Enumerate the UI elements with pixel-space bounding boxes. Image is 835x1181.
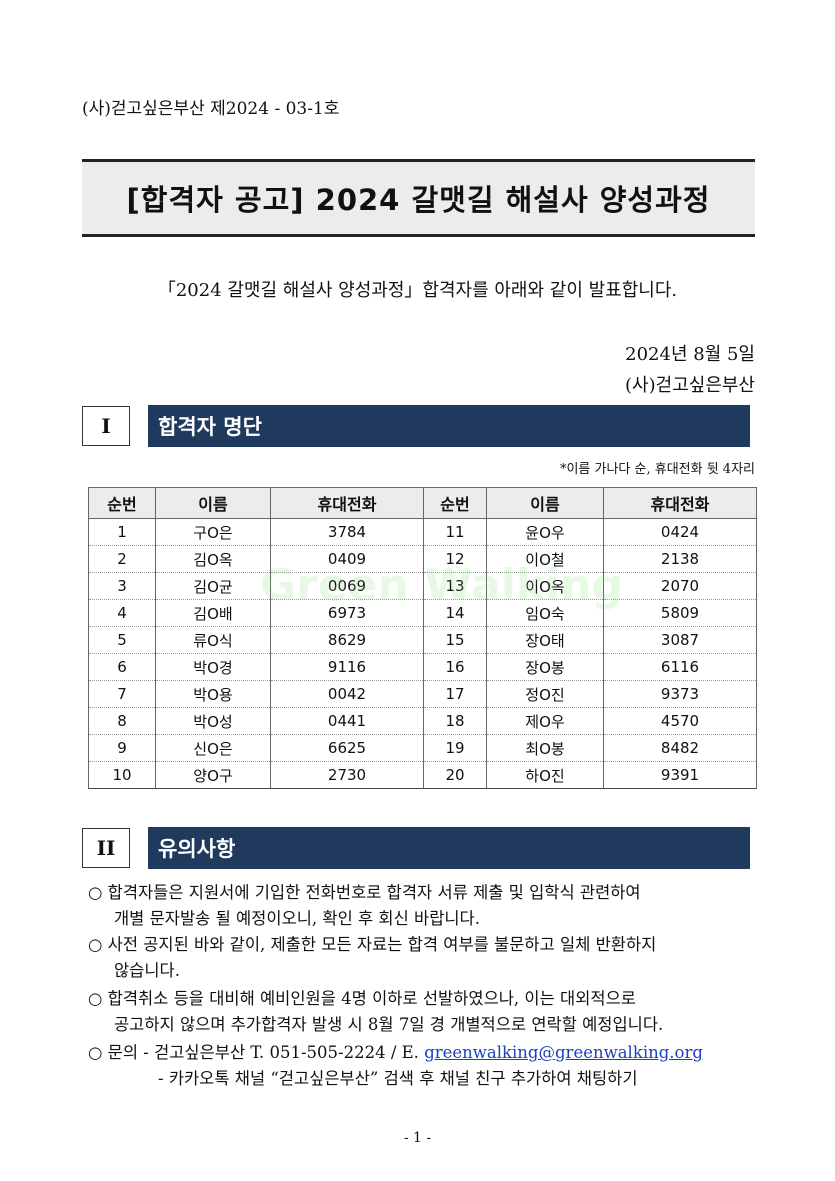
index-cell: 9 [88,734,156,762]
name-cell: 박O성 [155,707,271,735]
column-header: 순번 [423,487,487,519]
table-row: 3 김O균 0069 13 이O옥 2070 [88,572,757,600]
name-cell: 제O우 [486,707,604,735]
phone-cell: 9116 [270,653,424,681]
index-cell: 15 [423,626,487,654]
organization-name: (사)걷고싶은부산 [625,375,755,396]
name-cell: 장O태 [486,626,604,654]
column-header: 이름 [155,487,271,519]
index-cell: 19 [423,734,487,762]
index-cell: 3 [88,572,156,600]
phone-cell: 8629 [270,626,424,654]
contact-line: ○ 문의 - 걷고싶은부산 T. 051-505-2224 / E. green… [88,1040,703,1066]
name-cell: 김O옥 [155,545,271,573]
index-cell: 20 [423,761,487,789]
name-cell: 김O균 [155,572,271,600]
name-cell: 최O봉 [486,734,604,762]
column-header: 이름 [486,487,604,519]
column-header: 휴대전화 [603,487,757,519]
phone-cell: 2138 [603,545,757,573]
index-cell: 13 [423,572,487,600]
index-cell: 17 [423,680,487,708]
table-row: 10 양O구 2730 20 하O진 9391 [88,761,757,789]
index-cell: 16 [423,653,487,681]
index-cell: 12 [423,545,487,573]
notice-line: ○ 사전 공지된 바와 같이, 제출한 모든 자료는 합격 여부를 불문하고 일… [88,935,657,954]
section2-title: 유의사항 [148,827,750,869]
phone-cell: 4570 [603,707,757,735]
index-cell: 8 [88,707,156,735]
name-cell: 장O봉 [486,653,604,681]
table-row: 4 김O배 6973 14 임O숙 5809 [88,599,757,627]
index-cell: 5 [88,626,156,654]
phone-cell: 6625 [270,734,424,762]
contact-prefix: ○ 문의 - 걷고싶은부산 T. 051-505-2224 / E. [88,1043,425,1062]
phone-cell: 0069 [270,572,424,600]
phone-cell: 6973 [270,599,424,627]
phone-cell: 2070 [603,572,757,600]
phone-cell: 3087 [603,626,757,654]
index-cell: 10 [88,761,156,789]
name-cell: 신O은 [155,734,271,762]
index-cell: 4 [88,599,156,627]
index-cell: 18 [423,707,487,735]
phone-cell: 0042 [270,680,424,708]
name-cell: 구O은 [155,518,271,546]
section2-number: II [82,828,130,868]
kakao-line: - 카카오톡 채널 “걷고싶은부산” 검색 후 채널 친구 추가하여 채팅하기 [158,1069,638,1088]
name-cell: 양O구 [155,761,271,789]
phone-cell: 2730 [270,761,424,789]
page-title: [합격자 공고] 2024 갈맷길 해설사 양성과정 [82,159,755,237]
table-row: 7 박O용 0042 17 정O진 9373 [88,680,757,708]
table-row: 1 구O은 3784 11 윤O우 0424 [88,518,757,546]
announcement-date: 2024년 8월 5일 [625,344,755,365]
table-row: 6 박O경 9116 16 장O봉 6116 [88,653,757,681]
table-row: 5 류O식 8629 15 장O태 3087 [88,626,757,654]
name-cell: 정O진 [486,680,604,708]
column-header: 순번 [88,487,156,519]
notice-line: 공고하지 않으며 추가합격자 발생 시 8월 7일 경 개별적으로 연락할 예정… [114,1015,664,1034]
name-cell: 김O배 [155,599,271,627]
name-cell: 류O식 [155,626,271,654]
column-header: 휴대전화 [270,487,424,519]
phone-cell: 0424 [603,518,757,546]
phone-cell: 3784 [270,518,424,546]
table-row: 9 신O은 6625 19 최O봉 8482 [88,734,757,762]
table-note: *이름 가나다 순, 휴대전화 뒷 4자리 [559,462,755,477]
phone-cell: 6116 [603,653,757,681]
phone-cell: 0409 [270,545,424,573]
index-cell: 1 [88,518,156,546]
name-cell: 박O경 [155,653,271,681]
notice-line: 개별 문자발송 될 예정이오니, 확인 후 회신 바랍니다. [114,909,480,928]
name-cell: 이O철 [486,545,604,573]
email-link[interactable]: greenwalking@greenwalking.org [424,1043,703,1062]
index-cell: 7 [88,680,156,708]
phone-cell: 9373 [603,680,757,708]
index-cell: 2 [88,545,156,573]
notice-line: ○ 합격취소 등을 대비해 예비인원을 4명 이하로 선발하였으나, 이는 대외… [88,989,636,1008]
notice-line: ○ 합격자들은 지원서에 기입한 전화번호로 합격자 서류 제출 및 입학식 관… [88,883,641,902]
index-cell: 6 [88,653,156,681]
index-cell: 14 [423,599,487,627]
name-cell: 임O숙 [486,599,604,627]
name-cell: 박O용 [155,680,271,708]
page-number: - 1 - [403,1130,432,1146]
passers-table: 순번 이름 휴대전화 순번 이름 휴대전화 1 구O은 3784 11 윤O우 0424 2 김O옥 04… [88,487,757,789]
name-cell: 윤O우 [486,518,604,546]
name-cell: 하O진 [486,761,604,789]
notice-line: 않습니다. [114,961,180,980]
document-number: (사)걷고싶은부산 제2024 - 03-1호 [82,99,340,119]
phone-cell: 8482 [603,734,757,762]
phone-cell: 5809 [603,599,757,627]
name-cell: 이O옥 [486,572,604,600]
section1-title: 합격자 명단 [148,405,750,447]
table-row: 2 김O옥 0409 12 이O철 2138 [88,545,757,573]
table-row: 8 박O성 0441 18 제O우 4570 [88,707,757,735]
phone-cell: 0441 [270,707,424,735]
phone-cell: 9391 [603,761,757,789]
intro-text: 「2024 갈맷길 해설사 양성과정」합격자를 아래와 같이 발표합니다. [157,280,678,301]
index-cell: 11 [423,518,487,546]
section1-number: I [82,406,130,446]
